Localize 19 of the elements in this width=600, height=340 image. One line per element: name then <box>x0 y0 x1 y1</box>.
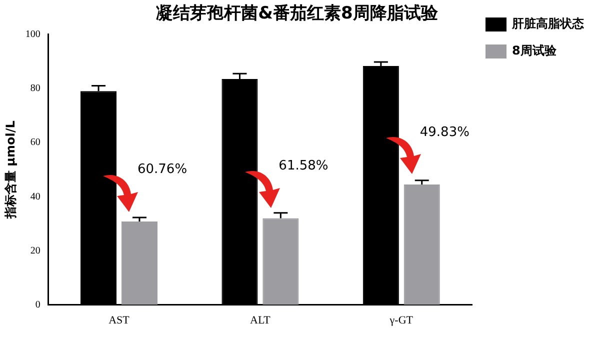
bar <box>121 222 158 305</box>
legend-label: 肝脏高脂状态 <box>511 16 585 31</box>
x-tick-label: γ-GT <box>388 314 414 326</box>
x-tick-label: AST <box>108 314 130 326</box>
y-tick-label: 0 <box>35 299 40 310</box>
bar <box>404 184 440 305</box>
y-tick-label: 60 <box>30 137 40 148</box>
annotation: 49.83% <box>420 124 470 140</box>
annotation: 61.58% <box>278 158 328 174</box>
y-tick-label: 40 <box>30 191 40 202</box>
y-axis-title: 指标含量 μmol/L <box>3 120 18 220</box>
y-tick-label: 100 <box>25 29 40 40</box>
x-tick-label: ALT <box>250 314 271 326</box>
annotation: 60.76% <box>137 162 188 177</box>
legend-label: 8周试验 <box>512 44 558 58</box>
y-tick-label: 20 <box>30 245 40 256</box>
chart-title: 凝结芽孢杆菌&番茄红素8周降脂试验 <box>156 4 439 24</box>
y-tick-label: 80 <box>30 83 40 94</box>
bar <box>262 218 299 305</box>
